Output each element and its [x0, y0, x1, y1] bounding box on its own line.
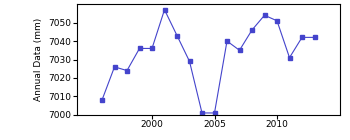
Y-axis label: Annual Data (mm): Annual Data (mm)	[34, 18, 43, 101]
